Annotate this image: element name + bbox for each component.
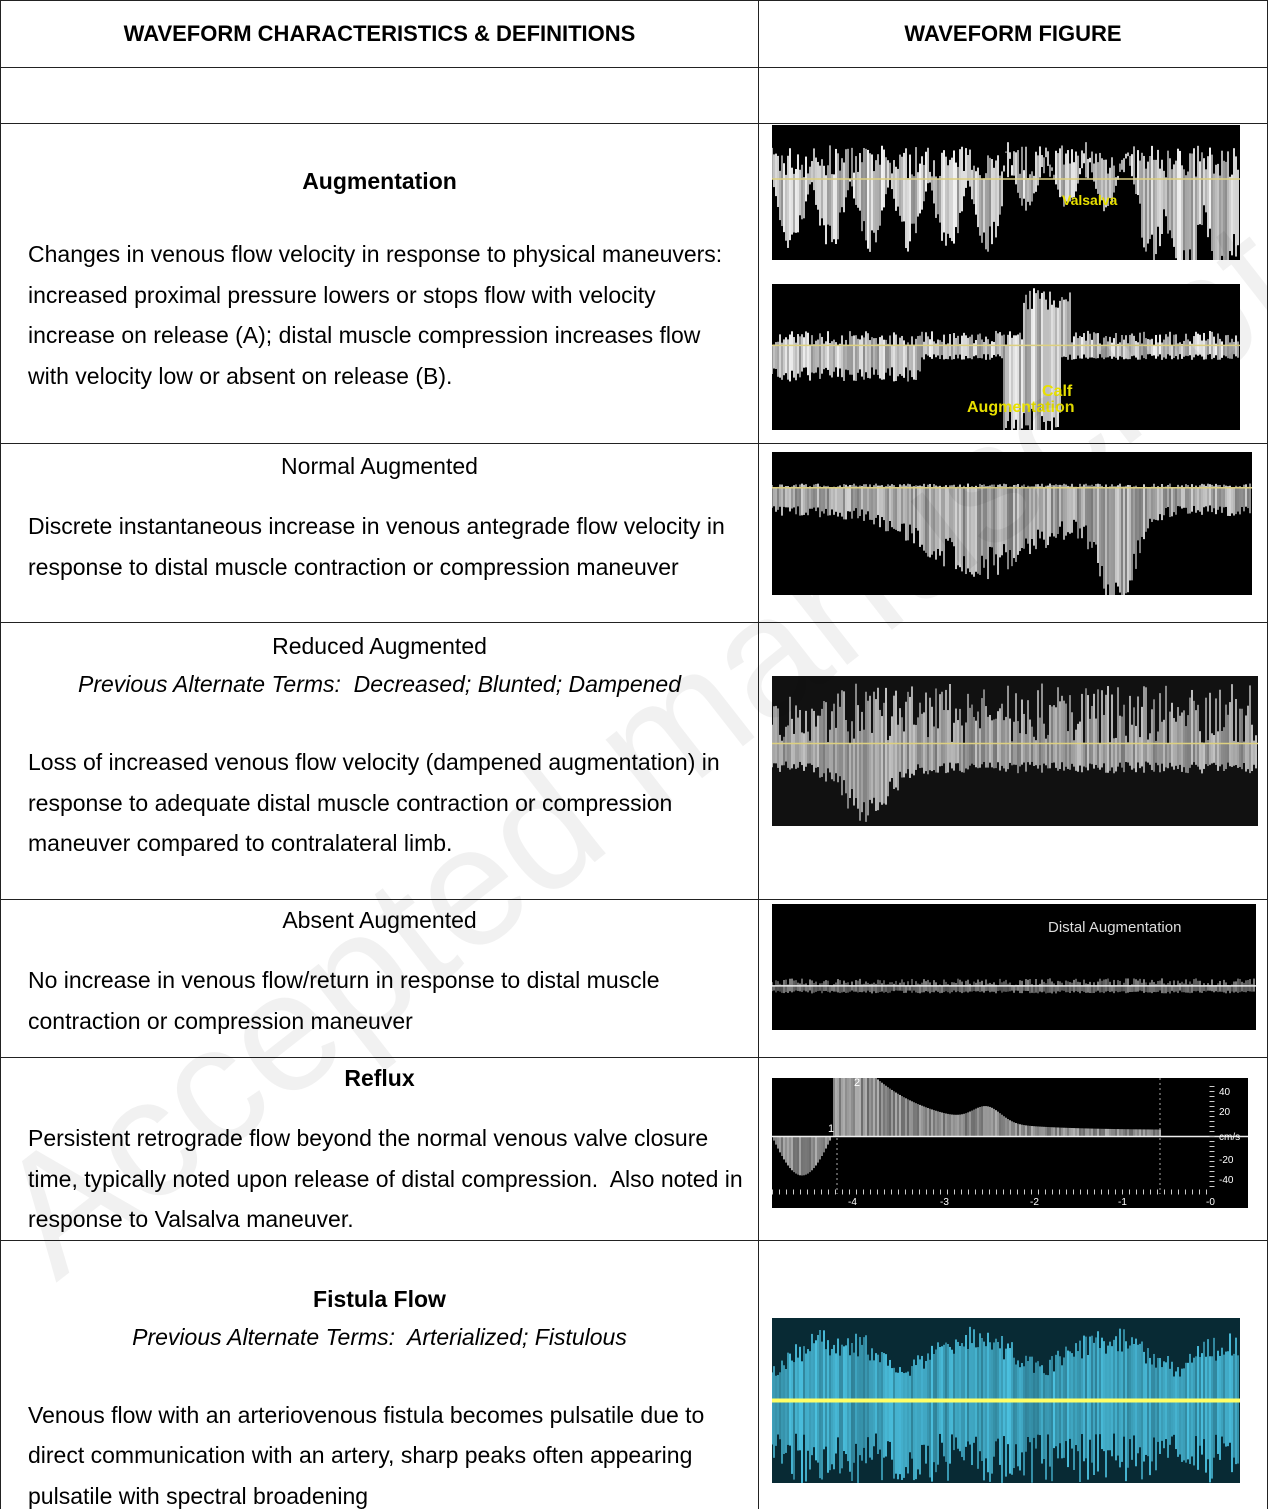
row-title: Reduced Augmented — [272, 633, 487, 659]
waveform — [772, 284, 1240, 430]
row-title: Normal Augmented — [281, 453, 478, 479]
row-description: Loss of increased venous flow velocity (… — [28, 749, 727, 856]
waveform — [772, 452, 1252, 595]
waveform-figure: Calf Augmentation — [772, 284, 1240, 430]
figure-label: Valsalva — [1062, 192, 1117, 208]
waveform — [772, 1318, 1240, 1483]
figure-label: cm/s — [1219, 1132, 1240, 1143]
row-description: Venous flow with an arteriovenous fistul… — [28, 1401, 711, 1509]
row-description: Changes in venous flow velocity in respo… — [28, 241, 729, 389]
row-description: No increase in venous flow/return in res… — [28, 967, 666, 1034]
waveform-figure: Valsalva — [772, 125, 1240, 260]
definition-cell: Reduced Augmented Previous Alternate Term… — [0, 622, 759, 900]
alternate-terms: Previous Alternate Terms: Decreased; Blu… — [78, 671, 681, 697]
figure-label: 20 — [1219, 1107, 1231, 1118]
row-title: Augmentation — [302, 168, 457, 194]
header-cell: WAVEFORM CHARACTERISTICS & DEFINITIONS — [0, 0, 759, 68]
waveform-figure — [772, 676, 1258, 826]
waveform — [772, 125, 1240, 260]
figure-background — [772, 904, 1256, 1030]
figure-label: -0 — [1206, 1197, 1215, 1208]
figure-label: 2 — [854, 1078, 860, 1089]
figure-label: -40 — [1219, 1175, 1234, 1186]
row-description: Discrete instantaneous increase in venou… — [28, 513, 732, 580]
empty-cell — [0, 67, 759, 124]
definition-cell: Absent Augmented No increase in venous fl… — [0, 899, 759, 1058]
waveform — [772, 904, 1256, 1030]
waveform-figure — [772, 1318, 1240, 1483]
figure-label: -2 — [1030, 1197, 1039, 1208]
waveform-figure — [772, 452, 1252, 595]
row-title: Reflux — [344, 1065, 415, 1091]
definition-cell: Normal Augmented Discrete instantaneous i… — [0, 443, 759, 623]
waveform — [772, 1078, 1248, 1208]
figure-label: Distal Augmentation — [1048, 919, 1181, 936]
figure-label: 40 — [1219, 1087, 1231, 1098]
alternate-terms: Previous Alternate Terms: Arterialized; … — [132, 1323, 627, 1350]
row-title: Fistula Flow — [313, 1285, 446, 1312]
figure-label: -1 — [1118, 1197, 1127, 1208]
figure-label: Calf — [1042, 383, 1073, 400]
definition-cell: Reflux Persistent retrograde flow beyond … — [0, 1057, 759, 1241]
figure-label: 1 — [828, 1123, 834, 1135]
figure-label: -20 — [1219, 1155, 1234, 1166]
row-title: Absent Augmented — [282, 907, 477, 933]
figure-label: Augmentation — [967, 399, 1075, 416]
definition-cell: Fistula Flow Previous Alternate Terms: Ar… — [0, 1239, 759, 1509]
figure-label: -4 — [848, 1197, 857, 1208]
waveform — [772, 676, 1258, 826]
empty-cell — [758, 67, 1268, 124]
header-cell: WAVEFORM FIGURE — [758, 0, 1268, 68]
waveform-figure: Distal Augmentation — [772, 904, 1256, 1030]
waveform-figure: 1 2 40 20 cm/s -20 -40 -4 -3 -2 -1 -0 — [772, 1078, 1248, 1208]
figure-label: -3 — [940, 1197, 949, 1208]
row-description: Persistent retrograde flow beyond the no… — [28, 1125, 750, 1232]
definition-cell: Augmentation Changes in venous flow veloc… — [0, 123, 759, 444]
